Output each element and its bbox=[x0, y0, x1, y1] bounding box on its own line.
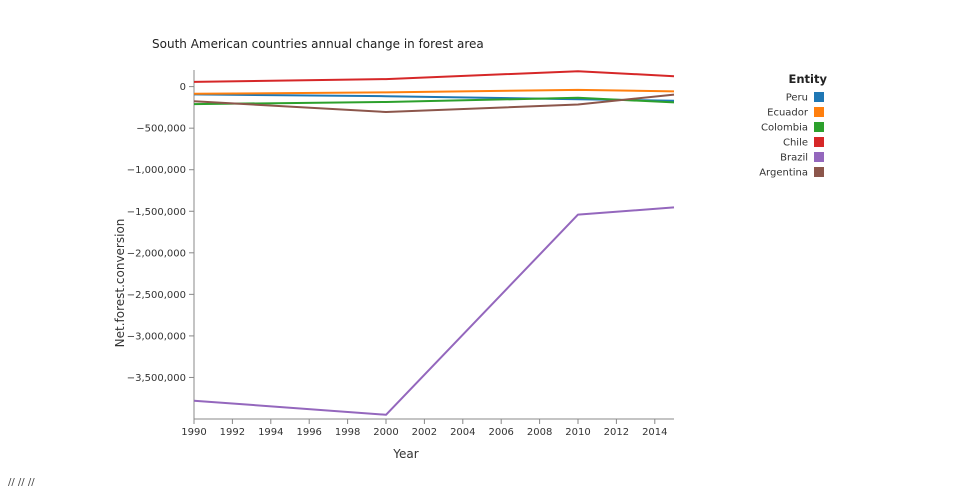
footer-text: // // // bbox=[8, 477, 35, 488]
legend-swatch bbox=[814, 107, 824, 117]
legend-item-chile: Chile bbox=[783, 137, 824, 149]
x-tick-label: 1996 bbox=[296, 427, 321, 438]
legend-label: Peru bbox=[786, 93, 808, 104]
legend-label: Colombia bbox=[761, 123, 808, 134]
x-tick-label: 1992 bbox=[220, 427, 245, 438]
y-tick-label: −2,000,000 bbox=[127, 248, 186, 259]
legend-label: Chile bbox=[783, 138, 808, 149]
legend: Entity Peru Ecuador Colombia Chile Brazil Arg… bbox=[759, 72, 827, 179]
series-line-argentina bbox=[193, 93, 675, 113]
series-line-brazil bbox=[193, 206, 675, 416]
legend-label: Argentina bbox=[759, 168, 808, 179]
x-tick-label: 1990 bbox=[181, 427, 206, 438]
series-line-colombia bbox=[193, 96, 675, 106]
x-tick-label: 2010 bbox=[565, 427, 590, 438]
legend-item-ecuador: Ecuador bbox=[767, 107, 824, 119]
y-tick-label: 0 bbox=[180, 82, 186, 93]
y-tick-label: −3,500,000 bbox=[127, 373, 186, 384]
x-tick-label: 2004 bbox=[450, 427, 475, 438]
series-line-ecuador bbox=[193, 88, 675, 95]
legend-swatch bbox=[814, 92, 824, 102]
legend-title: Entity bbox=[789, 72, 828, 86]
y-tick-label: −2,500,000 bbox=[127, 290, 186, 301]
legend-item-brazil: Brazil bbox=[780, 152, 824, 164]
y-tick-label: −3,000,000 bbox=[127, 331, 186, 342]
legend-item-argentina: Argentina bbox=[759, 167, 824, 179]
x-axis-title: Year bbox=[392, 447, 418, 461]
x-tick-label: 2000 bbox=[373, 427, 398, 438]
legend-swatch bbox=[814, 122, 824, 132]
legend-swatch bbox=[814, 152, 824, 162]
y-tick-label: −1,500,000 bbox=[127, 207, 186, 218]
legend-swatch bbox=[814, 167, 824, 177]
x-tick-label: 2006 bbox=[488, 427, 513, 438]
x-tick-label: 2014 bbox=[642, 427, 667, 438]
legend-item-colombia: Colombia bbox=[761, 122, 824, 134]
y-tick-label: −1,000,000 bbox=[127, 165, 186, 176]
x-tick-label: 1998 bbox=[335, 427, 360, 438]
legend-swatch bbox=[814, 137, 824, 147]
y-axis-ticks: 0 −500,000 −1,000,000 −1,500,000 −2,000,000 −… bbox=[127, 82, 194, 384]
series-line-chile bbox=[193, 70, 675, 83]
legend-item-peru: Peru bbox=[786, 92, 824, 104]
legend-items: Peru Ecuador Colombia Chile Brazil Argentina bbox=[759, 92, 824, 179]
x-tick-label: 2012 bbox=[604, 427, 629, 438]
x-tick-label: 2008 bbox=[527, 427, 552, 438]
x-tick-label: 2002 bbox=[412, 427, 437, 438]
axes: 0 −500,000 −1,000,000 −1,500,000 −2,000,000 −… bbox=[127, 70, 674, 438]
y-tick-label: −500,000 bbox=[136, 124, 186, 135]
x-axis-ticks: 1990 1992 1994 1996 1998 2000 2002 2004 2006 2008… bbox=[181, 419, 668, 438]
x-tick-label: 1994 bbox=[258, 427, 283, 438]
y-axis-title: Net.forest.conversion bbox=[113, 219, 127, 348]
chart-title: South American countries annual change i… bbox=[152, 37, 484, 51]
series-lines bbox=[193, 70, 675, 416]
legend-label: Brazil bbox=[780, 153, 808, 164]
legend-label: Ecuador bbox=[767, 108, 809, 119]
